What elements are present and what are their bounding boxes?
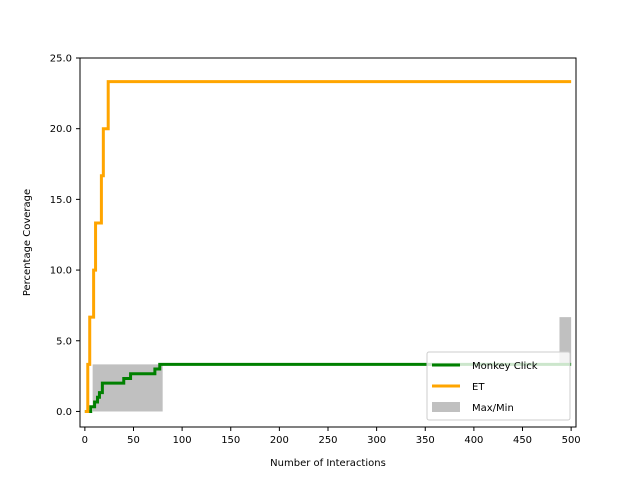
x-tick-label: 0 <box>82 435 88 446</box>
legend-label: ET <box>472 382 485 393</box>
y-tick-label: 10.0 <box>50 266 72 277</box>
legend-swatch <box>432 402 460 412</box>
y-tick-label: 15.0 <box>50 195 72 206</box>
x-tick-label: 50 <box>127 435 140 446</box>
series-line-monkey-click <box>84 362 572 413</box>
x-tick-label: 200 <box>270 435 289 446</box>
y-tick-label: 5.0 <box>56 336 72 347</box>
legend-label: Monkey Click <box>472 361 538 372</box>
x-tick-label: 400 <box>464 435 483 446</box>
legend: Monkey Click ET Max/Min <box>426 351 571 421</box>
x-tick-label: 100 <box>173 435 192 446</box>
x-tick-label: 350 <box>416 435 435 446</box>
x-tick-label: 150 <box>221 435 240 446</box>
x-tick-label: 300 <box>367 435 386 446</box>
legend-label: Max/Min <box>472 403 514 414</box>
legend-box <box>426 351 571 421</box>
series-line-et <box>84 80 572 413</box>
y-axis-label: Percentage Coverage <box>22 189 33 296</box>
y-tick-label: 25.0 <box>50 54 72 65</box>
x-axis-label: Number of Interactions <box>270 458 386 469</box>
x-tick-label: 250 <box>318 435 337 446</box>
y-tick-label: 20.0 <box>50 124 72 135</box>
axes: 0 50 100 150 200 250 300 350 400 450 500 0.0 5.0 10.0… <box>50 54 581 447</box>
plot-area <box>84 80 572 413</box>
x-tick-label: 500 <box>562 435 581 446</box>
y-tick-label: 0.0 <box>56 407 72 418</box>
max-min-band <box>84 317 572 412</box>
x-tick-label: 450 <box>513 435 532 446</box>
